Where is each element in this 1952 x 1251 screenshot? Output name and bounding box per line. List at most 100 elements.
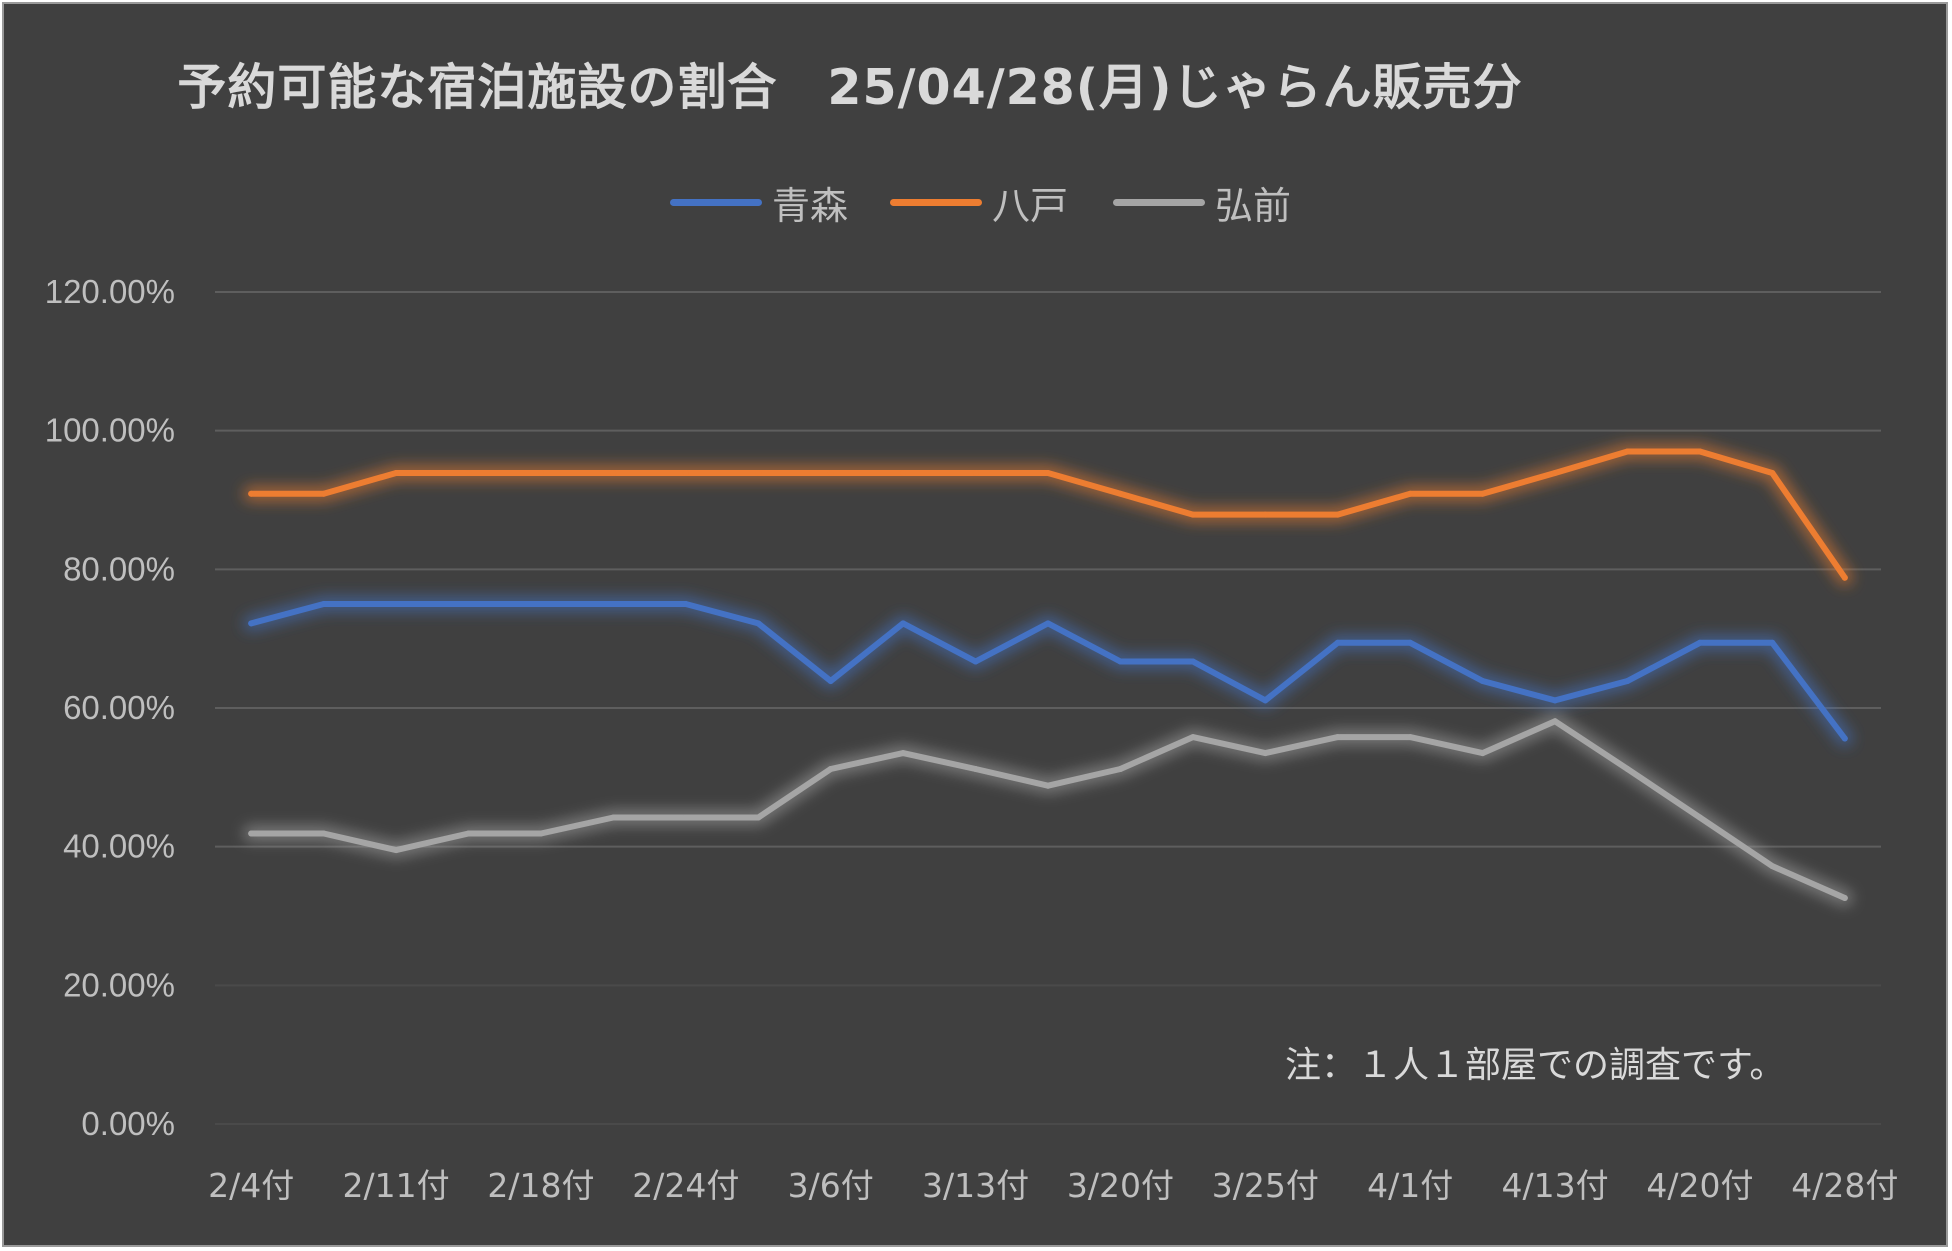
legend-swatch-hirosaki [1113,198,1205,206]
data-point [320,601,327,607]
series-lines [243,443,1853,906]
data-point [1117,766,1124,772]
data-point [248,830,255,837]
data-point [1769,639,1776,646]
x-tick-label: 4/13付 [1501,1166,1608,1205]
data-point [1045,470,1051,476]
data-point [972,470,979,476]
data-point [1696,814,1703,821]
data-point [1407,639,1414,646]
y-tick-label: 0.00% [81,1105,175,1142]
x-tick-label: 2/24付 [632,1166,739,1205]
data-point [900,470,907,476]
legend-label-hachinohe: 八戸 [992,183,1069,228]
data-point [755,470,762,476]
x-tick-label: 3/20付 [1067,1166,1174,1205]
data-point [465,601,472,607]
data-point [320,830,327,837]
legend-item-hachinohe: 八戸 [890,172,1068,232]
data-point [1189,511,1196,518]
data-point [248,490,255,497]
data-point [1407,734,1414,741]
x-tick-label: 2/11付 [343,1166,450,1205]
data-point [1117,658,1124,665]
y-axis: 0.00% 20.00% 40.00% 60.00% 80.00% 100.00% 120.… [45,273,175,1142]
legend-item-hirosaki: 弘前 [1113,172,1291,232]
legend-label-aomori: 青森 [772,183,849,228]
data-point [1841,574,1848,581]
data-point [1479,750,1486,757]
x-tick-label: 4/20付 [1646,1166,1753,1205]
x-axis: 2/4付 2/11付 2/18付 2/24付 3/6付 3/13付 3/20付 3/25付 4/… [208,1166,1898,1205]
data-point [682,470,689,476]
data-point [1334,639,1341,646]
data-point [1189,658,1196,665]
data-point [465,830,472,837]
x-tick-label: 3/13付 [922,1166,1029,1205]
data-point [1045,620,1051,627]
data-point [1624,448,1631,455]
data-point [320,490,327,497]
data-point [1552,718,1558,725]
data-point [393,847,400,854]
footnote: 注：１人１部屋での調査です。 [1285,1045,1786,1086]
data-point [393,601,400,607]
data-point [1769,470,1776,476]
data-point [393,470,400,476]
data-point [248,620,255,627]
data-point [1045,782,1051,789]
data-point [827,470,834,476]
y-tick-label: 80.00% [63,550,175,587]
data-point [827,766,834,772]
data-point [827,678,834,684]
data-point [682,814,689,821]
y-tick-label: 100.00% [45,412,175,449]
x-tick-label: 4/1付 [1367,1166,1453,1205]
data-point [1479,678,1486,684]
data-point [900,620,907,627]
series-glow [243,713,1853,906]
data-point [755,814,762,821]
data-point [538,601,544,607]
x-tick-label: 4/28付 [1791,1166,1898,1205]
x-tick-label: 3/25付 [1212,1166,1319,1205]
grid [214,291,1882,1125]
series-2 [248,718,1848,901]
data-point [1334,511,1341,518]
y-tick-label: 40.00% [63,828,175,865]
legend-item-aomori: 青森 [670,172,848,232]
legend-swatch-aomori [670,198,762,206]
data-point [1189,734,1196,741]
x-tick-label: 2/18付 [487,1166,594,1205]
data-point [1334,734,1341,741]
data-point [1841,895,1848,901]
data-point [1262,750,1269,757]
data-point [1407,490,1414,497]
chart-title: 予約可能な宿泊施設の割合 25/04/28(月)じゃらん販売分 [177,59,1523,116]
data-point [1624,678,1631,684]
data-point [610,601,617,607]
series-0 [248,601,1848,742]
data-point [1624,766,1631,772]
y-tick-label: 60.00% [63,689,175,726]
data-point [1262,511,1269,518]
data-point [1841,735,1848,742]
y-tick-label: 20.00% [63,966,175,1003]
legend-label-hirosaki: 弘前 [1215,183,1292,228]
data-point [465,470,472,476]
data-point [610,470,617,476]
data-point [1117,490,1124,497]
data-point [900,750,907,757]
data-point [1552,697,1558,704]
data-point [538,470,544,476]
data-point [538,830,544,837]
data-point [1262,697,1269,704]
legend: 青森 八戸 弘前 [0,172,1952,232]
data-point [1552,470,1558,476]
data-point [682,601,689,607]
legend-swatch-hachinohe [890,198,982,206]
y-tick-label: 120.00% [45,273,175,310]
data-point [972,658,979,665]
